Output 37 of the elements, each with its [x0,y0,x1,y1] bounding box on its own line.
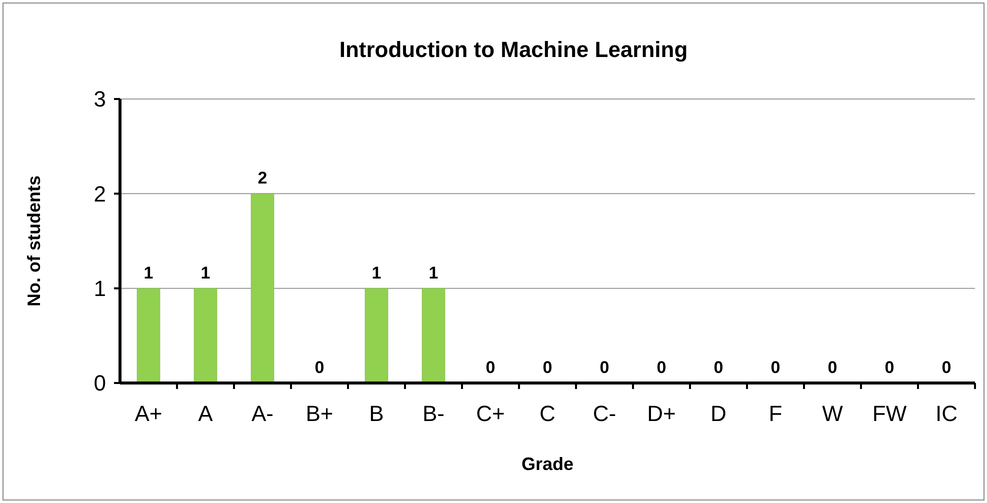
x-tick-label: B [369,401,384,426]
data-label: 0 [770,358,780,377]
data-label: 1 [428,263,438,282]
x-tick-label: C- [592,401,616,426]
data-label: 0 [714,358,724,377]
data-label: 0 [486,358,496,377]
x-tick-label: A [198,401,214,426]
x-tick-label: D+ [647,401,676,426]
data-label: 0 [942,358,952,377]
data-label: 1 [372,263,382,282]
data-label: 0 [828,358,838,377]
x-tick-label: B- [422,401,444,426]
x-tick-label: B+ [306,401,334,426]
x-tick-label: IC [936,401,958,426]
data-label: 0 [656,358,666,377]
data-label: 0 [314,358,324,377]
data-label: 0 [884,358,894,377]
x-axis-title: Grade [521,454,574,474]
x-tick-label: F [768,401,782,426]
y-axis-title: No. of students [24,176,44,306]
x-tick-label: C [540,401,556,426]
x-tick-label: D [710,401,726,426]
x-tick-label: W [822,401,844,426]
x-tick-label: C+ [476,401,505,426]
y-tick-label: 2 [94,181,106,206]
y-tick-label: 3 [94,86,106,112]
x-tick-label: A- [252,401,274,426]
data-label: 0 [542,358,552,377]
data-label: 1 [144,263,154,282]
data-label: 0 [600,358,610,377]
data-label: 1 [200,263,210,282]
data-label: 2 [258,168,268,188]
chart-title: Introduction to Machine Learning [339,37,688,62]
y-tick-label: 1 [94,276,106,302]
y-tick-label: 0 [94,370,106,396]
x-tick-label: FW [872,401,907,426]
x-tick-label: A+ [134,401,162,426]
